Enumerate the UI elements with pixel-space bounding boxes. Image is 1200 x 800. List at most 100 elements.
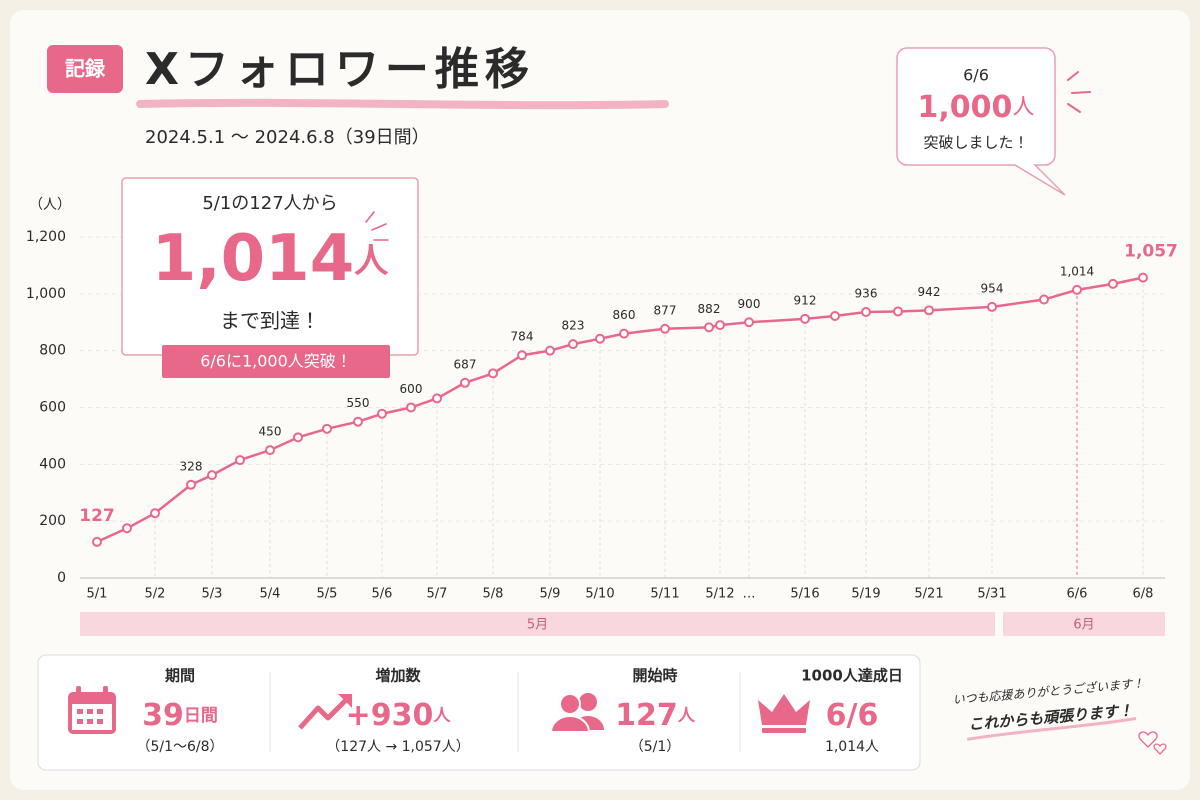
callout-unit: 人: [354, 241, 389, 281]
sparkle: [1067, 71, 1091, 113]
x-tick-label: 5/2: [145, 587, 166, 602]
y-tick-label: 200: [39, 513, 66, 529]
plot: （人） 0 200 400 600 800 1,000 1,200 5月 6月 5/1 5/2 5/3 5…: [26, 197, 1178, 636]
x-tick-label: 6/6: [1067, 587, 1088, 602]
month-band: [80, 612, 995, 636]
data-point: [488, 368, 498, 379]
stat-note: （5/1）: [630, 739, 681, 755]
data-point: [1108, 278, 1118, 289]
x-tick-label: 5/4: [260, 587, 281, 602]
y-tick-label: 400: [39, 456, 66, 472]
stat-value: 39日間: [142, 698, 218, 733]
data-point: [460, 377, 470, 388]
callout-outro: まで到達！: [220, 309, 320, 333]
badge: [47, 45, 123, 93]
x-tick-label: 5/19: [851, 587, 880, 602]
x-tick-label: 5/31: [977, 587, 1006, 602]
y-tick-label: 800: [39, 343, 66, 359]
data-point: [1138, 272, 1148, 283]
x-tick-label: 5/11: [650, 587, 679, 602]
x-tick-label: 5/9: [540, 587, 561, 602]
bubble-value: 1,000人: [918, 90, 1035, 125]
data-point: [265, 445, 275, 456]
data-point: [1039, 294, 1049, 305]
data-point: [619, 328, 629, 339]
data-point: [568, 339, 578, 350]
value-label: 784: [511, 330, 534, 344]
value-label: 328: [180, 459, 203, 473]
x-tick-label: 5/12: [705, 587, 734, 602]
month-label: 6月: [1073, 618, 1094, 633]
value-label: 877: [654, 303, 677, 317]
data-point: [595, 333, 605, 344]
value-label: 936: [855, 287, 878, 301]
title-underline: [136, 98, 669, 110]
x-tick-label: …: [743, 587, 756, 602]
bubble-date: 6/6: [963, 66, 989, 85]
x-tick-label: 5/5: [317, 587, 338, 602]
stat-value: 6/6: [826, 698, 879, 733]
bubble-unit: 人: [1012, 95, 1034, 120]
stat-unit: 人: [432, 706, 451, 726]
title: Xフォロワー推移: [145, 44, 535, 95]
callout-number: 1,014: [152, 222, 354, 296]
y-axis-label: （人）: [29, 197, 71, 213]
x-tick-label: 6/8: [1133, 587, 1154, 602]
bubble-number: 1,000: [918, 90, 1013, 125]
data-point: [517, 350, 527, 361]
data-point: [186, 479, 196, 490]
value-label: 1,057: [1124, 242, 1178, 262]
data-point: [830, 310, 840, 321]
data-point: [1072, 284, 1082, 295]
people-icon: [549, 693, 604, 733]
value-label: 600: [400, 382, 423, 396]
value-label: 127: [79, 506, 115, 526]
trend-icon: [298, 694, 352, 730]
stat-note: 1,014人: [825, 739, 879, 755]
badge-text: 記録: [65, 57, 106, 81]
month-band: [1003, 612, 1165, 636]
data-point: [861, 307, 871, 318]
period: 2024.5.1 〜 2024.6.8（39日間）: [145, 127, 430, 148]
value-label: 860: [613, 308, 636, 322]
month-label: 5月: [527, 618, 548, 633]
callout-intro: 5/1の127人から: [202, 193, 337, 214]
bubble-text: 突破しました！: [923, 134, 1028, 152]
value-label: 882: [698, 302, 721, 316]
data-point: [92, 536, 102, 547]
x-tick-label: 5/7: [427, 587, 448, 602]
stat-note: （5/1〜6/8）: [136, 739, 223, 755]
data-point: [122, 523, 132, 534]
x-tick-label: 5/21: [914, 587, 943, 602]
speech-bubble: [896, 47, 1066, 196]
data-point: [377, 408, 387, 419]
stat-unit: 日間: [184, 706, 218, 726]
dividers: [269, 672, 741, 752]
callout-badge-text: 6/6に1,000人突破！: [200, 352, 352, 371]
crown-icon: [758, 694, 810, 733]
message-underline: [967, 717, 1137, 741]
stat-value: 127人: [615, 698, 696, 733]
value-label: 942: [918, 285, 941, 299]
x-tick-label: 5/1: [87, 587, 108, 602]
stat-note: （127人 → 1,057人）: [326, 739, 469, 755]
data-point: [207, 470, 217, 481]
x-tick-label: 5/16: [790, 587, 819, 602]
value-label: 954: [981, 281, 1004, 295]
value-label: 687: [454, 357, 477, 371]
data-point: [715, 320, 725, 331]
value-label: 823: [562, 319, 585, 333]
data-point: [660, 323, 670, 334]
callout-value: 1,014人: [152, 222, 389, 296]
data-point: [987, 301, 997, 312]
data-point: [704, 322, 714, 333]
value-label: 550: [347, 396, 370, 410]
stat-number: 6/6: [826, 698, 879, 733]
data-point: [353, 416, 363, 427]
x-tick-label: 5/6: [372, 587, 393, 602]
y-tick-label: 1,000: [26, 286, 66, 302]
stat-label: 期間: [165, 667, 195, 685]
data-point: [322, 423, 332, 434]
